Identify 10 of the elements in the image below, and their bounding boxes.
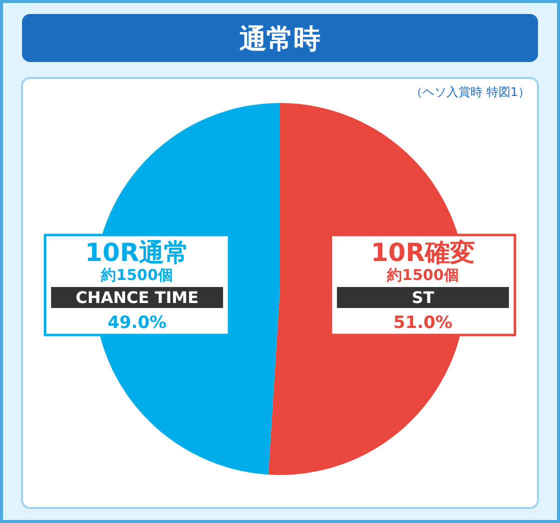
chart-title: 通常時 bbox=[240, 24, 320, 55]
slice-label: 10R確変 bbox=[370, 238, 475, 267]
slice-label: 10R通常 bbox=[85, 238, 190, 267]
text: CHANCE TIME bbox=[76, 288, 199, 307]
data-label: 51.0% bbox=[393, 313, 452, 333]
text: （ヘソ入賞時 特図1） bbox=[410, 85, 530, 99]
text: 約1500個 bbox=[387, 266, 459, 284]
text: ST bbox=[412, 288, 434, 307]
text: 約1500個 bbox=[101, 266, 173, 284]
data-label: 49.0% bbox=[108, 313, 167, 333]
